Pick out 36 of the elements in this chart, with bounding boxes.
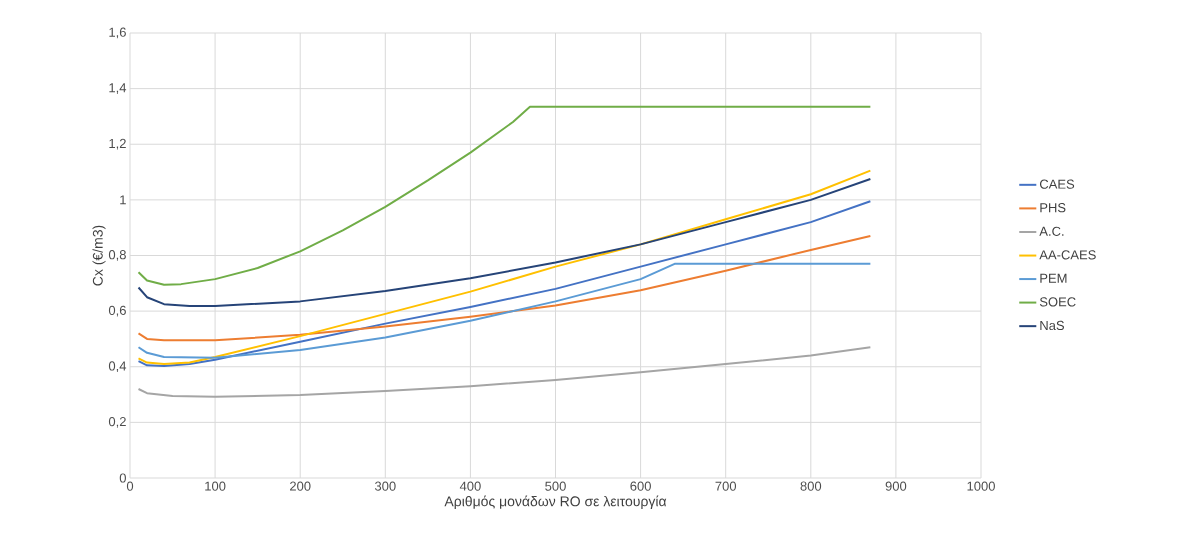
line-series — [137, 178, 872, 308]
line-series — [137, 235, 872, 342]
y-tick-label: 1,6 — [109, 27, 126, 39]
x-tick-label: 800 — [800, 481, 822, 491]
x-tick-label: 700 — [715, 481, 737, 491]
legend-label: A.C. — [1039, 226, 1064, 236]
y-tick-label: 0 — [119, 473, 126, 483]
y-tick-label: 0,8 — [108, 250, 126, 261]
legend-label: PHS — [1040, 203, 1066, 213]
legend-label: AA-CAES — [1039, 250, 1096, 260]
x-tick-label: 1000 — [967, 481, 995, 491]
line-series — [137, 346, 872, 398]
y-tick-label: 0,4 — [108, 361, 127, 373]
legend-label: SOEC — [1039, 297, 1076, 307]
x-tick-label: 200 — [290, 481, 311, 491]
y-tick-label: 0,6 — [108, 305, 126, 317]
line-series — [137, 262, 872, 359]
y-tick-label: 1,4 — [109, 83, 127, 94]
x-axis-title: Αριθμός μονάδων RO σε λειτουργία — [444, 495, 667, 510]
legend-label: NaS — [1040, 320, 1064, 331]
x-tick-label: 100 — [205, 481, 226, 491]
y-axis-title: Cx (€/m3) — [92, 225, 106, 286]
legend-label: PEM — [1040, 273, 1067, 283]
line-series — [137, 169, 872, 365]
y-tick-label: 0,2 — [108, 416, 126, 428]
line-series — [137, 105, 872, 286]
y-tick-label: 1 — [120, 195, 126, 205]
x-tick-label: 400 — [459, 481, 481, 491]
x-tick-label: 300 — [374, 481, 396, 491]
y-tick-label: 1,2 — [109, 138, 126, 150]
legend-label: CAES — [1039, 179, 1075, 189]
x-tick-label: 500 — [545, 481, 566, 491]
x-tick-label: 0 — [126, 481, 134, 491]
x-tick-label: 900 — [885, 481, 907, 491]
x-tick-label: 600 — [630, 481, 651, 491]
line-series — [137, 200, 872, 367]
